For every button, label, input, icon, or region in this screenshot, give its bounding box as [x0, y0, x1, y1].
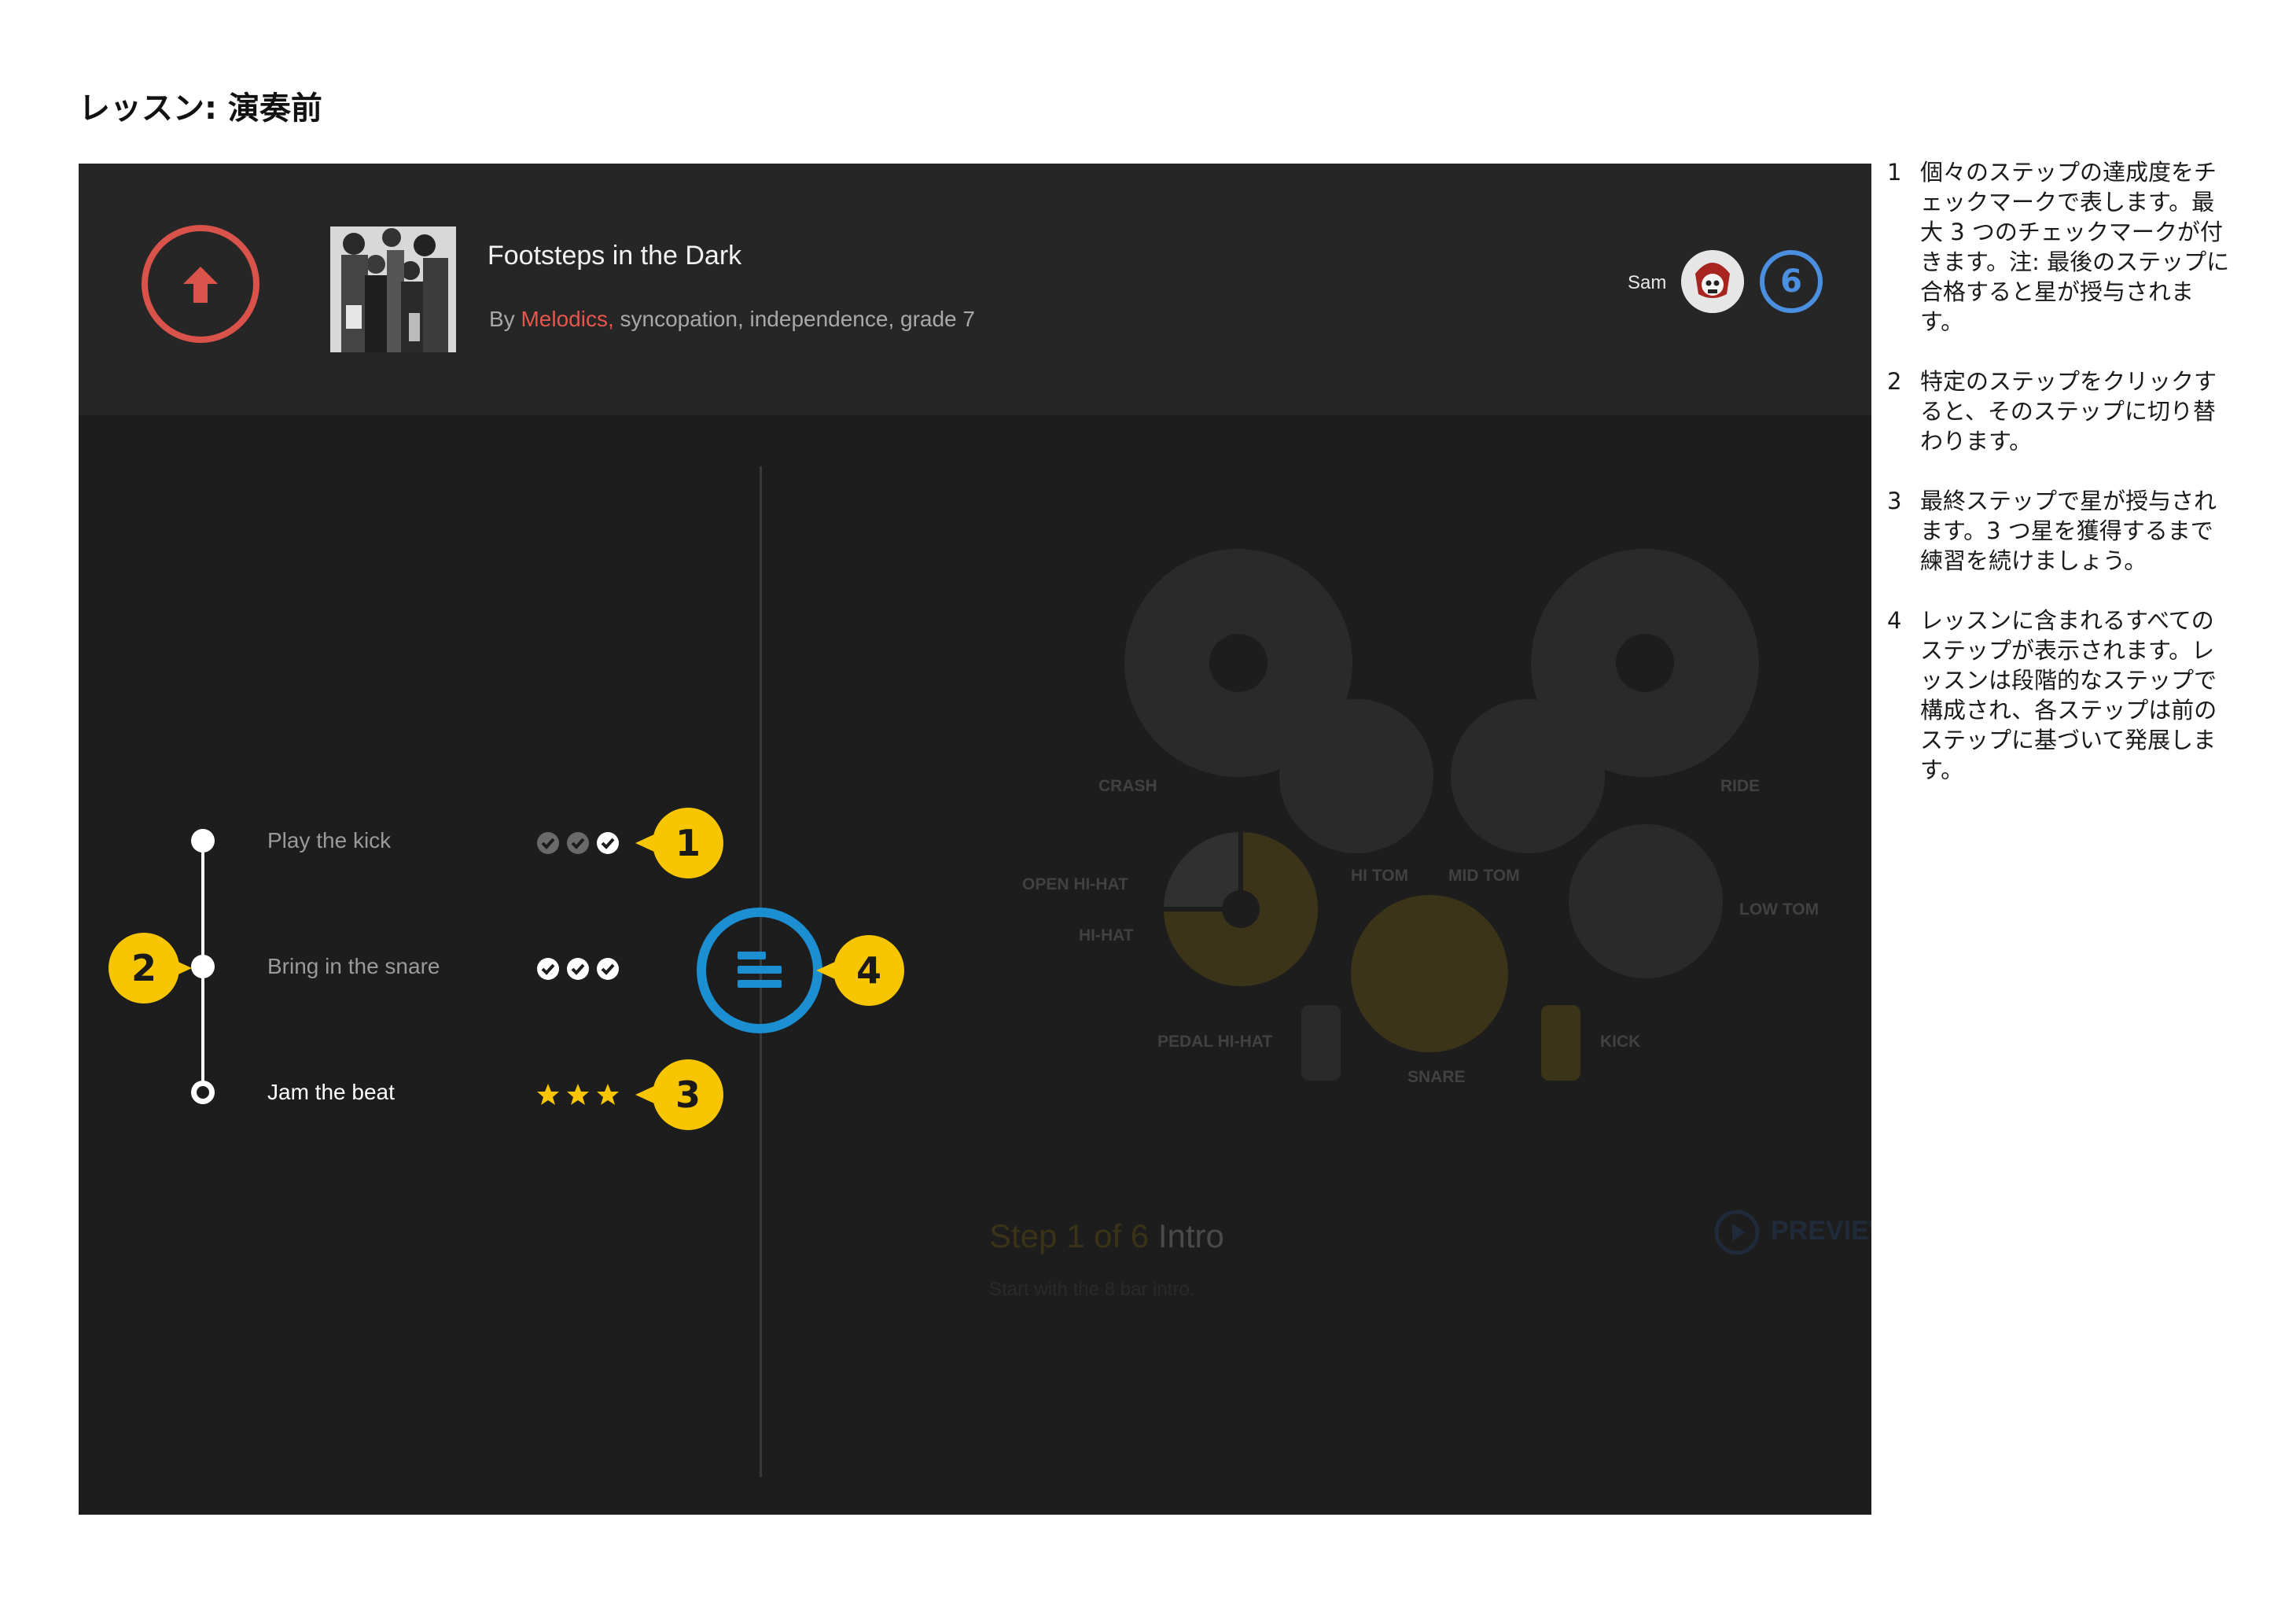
- note-text: 最終ステップで星が授与されます。3 つ星を獲得するまで練習を続けましょう。: [1920, 488, 2217, 574]
- check-icon: [567, 958, 589, 980]
- step-name: Intro: [1157, 1217, 1224, 1254]
- crash-center: [1209, 634, 1268, 692]
- check-icon: [567, 832, 589, 854]
- drum-label-hi-tom: HI TOM: [1351, 867, 1409, 885]
- check-icon: [597, 832, 619, 854]
- note-item: 4 レッスンに含まれるすべてのステップが表示されます。レッスンは段階的なステップ…: [1887, 606, 2233, 785]
- pedal-hihat-pedal: [1301, 1005, 1341, 1081]
- callout-badge-2: 2: [109, 933, 179, 1003]
- check-icon: [597, 958, 619, 980]
- meta-by: By: [489, 307, 515, 331]
- star-icon: [567, 1084, 589, 1105]
- annotation-notes: 1 個々のステップの達成度をチェックマークで表します。最大 3 つのチェックマー…: [1887, 157, 2233, 815]
- list-icon: [738, 980, 782, 988]
- note-number: 3: [1887, 488, 1902, 514]
- step-description: Start with the 8 bar intro.: [989, 1279, 1195, 1300]
- drum-label-low-tom: LOW TOM: [1739, 900, 1820, 919]
- drum-label-hihat: HI-HAT: [1079, 926, 1134, 945]
- page-title: レッスン: 演奏前: [79, 90, 322, 127]
- drum-label-open-hihat: OPEN HI-HAT: [1022, 875, 1128, 893]
- song-title: Footsteps in the Dark: [488, 241, 742, 271]
- step-label[interactable]: Bring in the snare: [267, 954, 440, 978]
- user-name: Sam: [1628, 272, 1667, 293]
- preview-label: PREVIEW: [1771, 1215, 1871, 1246]
- note-number: 1: [1887, 159, 1902, 186]
- note-text: レッスンに含まれるすべてのステップが表示されます。レッスンは段階的なステップで構…: [1920, 607, 2217, 783]
- note-number: 2: [1887, 368, 1902, 395]
- check-icon: [537, 958, 559, 980]
- arrow-up-icon: [183, 267, 218, 303]
- song-meta: By Melodics, syncopation, independence, …: [489, 307, 975, 332]
- check-icon: [537, 832, 559, 854]
- step-count: Step 1 of 6: [989, 1217, 1150, 1254]
- note-number: 4: [1887, 607, 1902, 634]
- callout-pointer: [635, 834, 656, 853]
- snare-drum: [1351, 895, 1508, 1052]
- skull-avatar-icon: [1681, 250, 1744, 313]
- star-icon: [597, 1084, 619, 1105]
- steps-list-toggle-button[interactable]: [697, 908, 822, 1033]
- step-progress: [536, 831, 626, 855]
- author-link[interactable]: Melodics,: [521, 307, 614, 331]
- list-icon: [738, 966, 782, 974]
- hi-tom: [1279, 699, 1433, 853]
- drum-label-crash: CRASH: [1098, 777, 1157, 795]
- note-text: 特定のステップをクリックすると、そのステップに切り替わります。: [1920, 368, 2217, 455]
- level-badge[interactable]: 6: [1760, 250, 1823, 313]
- step-label[interactable]: Play the kick: [267, 828, 392, 853]
- ride-center: [1616, 634, 1674, 692]
- note-item: 2 特定のステップをクリックすると、そのステップに切り替わります。: [1887, 366, 2233, 456]
- step-progress: [536, 957, 626, 981]
- callout-badge-3: 3: [653, 1059, 723, 1130]
- mid-tom: [1451, 699, 1605, 853]
- drum-label-kick: KICK: [1600, 1033, 1641, 1051]
- drum-label-pedal-hihat: PEDAL HI-HAT: [1157, 1033, 1273, 1051]
- note-item: 1 個々のステップの達成度をチェックマークで表します。最大 3 つのチェックマー…: [1887, 157, 2233, 337]
- note-text: 個々のステップの達成度をチェックマークで表します。最大 3 つのチェックマークが…: [1920, 159, 2230, 335]
- app-screen: Footsteps in the Dark By Melodics, synco…: [79, 164, 1871, 1515]
- callout-badge-4: 4: [833, 935, 904, 1006]
- drum-label-ride: RIDE: [1720, 777, 1761, 795]
- drum-label-mid-tom: MID TOM: [1448, 867, 1520, 885]
- star-icon: [537, 1084, 559, 1105]
- step-dot-current[interactable]: [191, 1081, 215, 1104]
- callout-pointer: [635, 1085, 656, 1104]
- avatar[interactable]: [1681, 250, 1744, 313]
- step-indicator: Step 1 of 6 Intro: [989, 1217, 1224, 1255]
- drum-label-snare: SNARE: [1407, 1068, 1466, 1086]
- lesson-header: Footsteps in the Dark By Melodics, synco…: [79, 164, 1871, 415]
- callout-badge-1: 1: [653, 808, 723, 878]
- step-label-current[interactable]: Jam the beat: [267, 1080, 395, 1104]
- album-art: [330, 226, 456, 352]
- preview-button[interactable]: PREVIEW: [1714, 1210, 1871, 1255]
- hihat-pad: [1164, 832, 1318, 986]
- step-dot[interactable]: [191, 829, 215, 853]
- low-tom: [1569, 824, 1723, 978]
- play-icon: [1714, 1210, 1760, 1255]
- step-stars: [536, 1083, 626, 1107]
- kick-pedal: [1541, 1005, 1580, 1081]
- note-item: 3 最終ステップで星が授与されます。3 つ星を獲得するまで練習を続けましょう。: [1887, 486, 2233, 576]
- callout-pointer: [816, 961, 837, 980]
- meta-tags: syncopation, independence, grade 7: [620, 307, 975, 331]
- step-dot[interactable]: [191, 955, 215, 978]
- list-icon: [738, 952, 766, 959]
- back-button[interactable]: [142, 225, 259, 343]
